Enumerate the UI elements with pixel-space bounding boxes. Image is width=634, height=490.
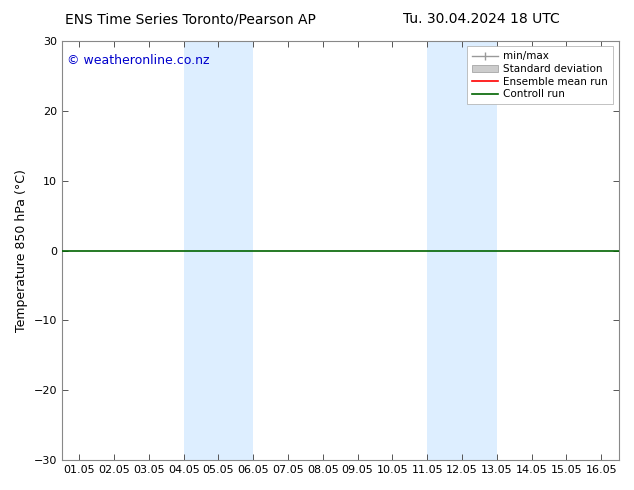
Y-axis label: Temperature 850 hPa (°C): Temperature 850 hPa (°C) (15, 169, 28, 332)
Bar (184, 41, 253, 460)
Legend: min/max, Standard deviation, Ensemble mean run, Controll run: min/max, Standard deviation, Ensemble me… (467, 46, 613, 104)
Text: ENS Time Series Toronto/Pearson AP: ENS Time Series Toronto/Pearson AP (65, 12, 316, 26)
Text: © weatheronline.co.nz: © weatheronline.co.nz (67, 53, 210, 67)
Bar (427, 41, 497, 460)
Text: Tu. 30.04.2024 18 UTC: Tu. 30.04.2024 18 UTC (403, 12, 560, 26)
